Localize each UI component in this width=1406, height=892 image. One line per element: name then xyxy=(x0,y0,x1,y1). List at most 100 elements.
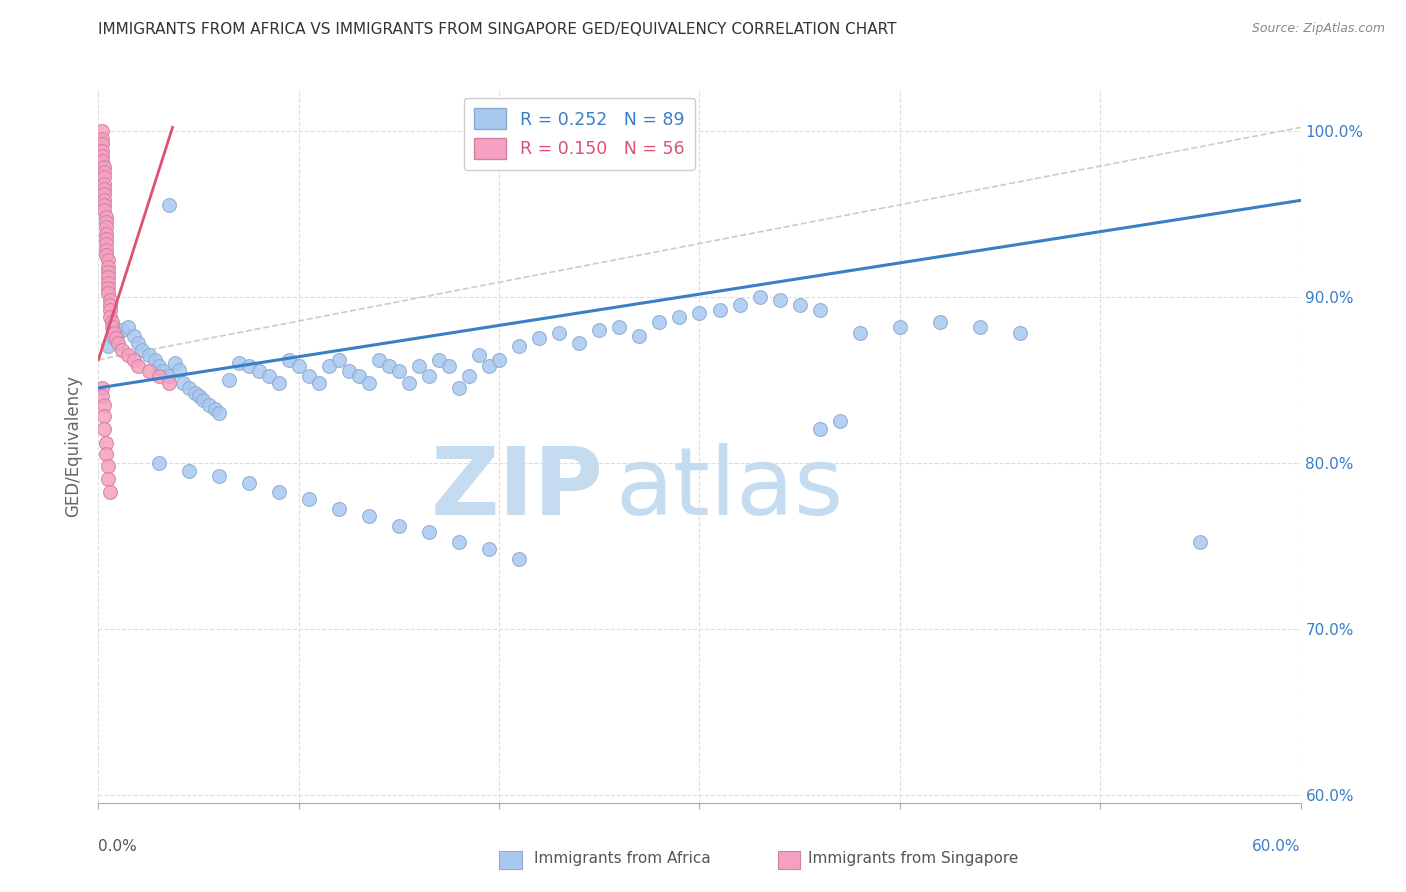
Point xyxy=(138,348,160,362)
Point xyxy=(368,352,391,367)
Point xyxy=(204,402,226,417)
Point xyxy=(93,177,115,191)
Point xyxy=(408,359,430,374)
Point xyxy=(143,352,166,367)
Point xyxy=(789,298,811,312)
Point xyxy=(93,186,115,201)
Point xyxy=(548,326,571,340)
Point xyxy=(100,302,122,317)
Point xyxy=(103,326,125,340)
Text: 60.0%: 60.0% xyxy=(1253,839,1301,855)
Y-axis label: GED/Equivalency: GED/Equivalency xyxy=(65,375,83,517)
Point xyxy=(318,359,340,374)
Point xyxy=(969,319,991,334)
Point xyxy=(709,302,731,317)
Text: atlas: atlas xyxy=(616,442,844,535)
Point xyxy=(277,352,299,367)
Point xyxy=(91,148,114,162)
Point xyxy=(101,314,124,328)
Point xyxy=(148,456,170,470)
Point xyxy=(157,369,180,384)
Point xyxy=(93,160,115,174)
Point xyxy=(668,310,690,324)
Point xyxy=(97,286,120,301)
Point xyxy=(93,422,115,436)
Point xyxy=(447,535,470,549)
Point xyxy=(238,475,260,490)
Text: Source: ZipAtlas.com: Source: ZipAtlas.com xyxy=(1251,22,1385,36)
Point xyxy=(97,265,120,279)
Point xyxy=(128,359,150,374)
Point xyxy=(91,381,114,395)
Point xyxy=(91,153,114,168)
Point xyxy=(93,194,115,208)
Point xyxy=(478,541,501,556)
Point xyxy=(96,236,118,251)
Point xyxy=(93,182,115,196)
Point xyxy=(609,319,631,334)
Point xyxy=(357,508,380,523)
Point xyxy=(728,298,751,312)
Point xyxy=(148,359,170,374)
Point xyxy=(388,364,411,378)
Point xyxy=(97,339,120,353)
Point xyxy=(96,447,118,461)
Point xyxy=(187,389,209,403)
Point xyxy=(328,502,350,516)
Point xyxy=(91,389,114,403)
Point xyxy=(267,485,290,500)
Point xyxy=(100,298,122,312)
Point xyxy=(347,369,370,384)
Point xyxy=(93,409,115,424)
Point xyxy=(398,376,420,390)
Point xyxy=(889,319,911,334)
Point xyxy=(568,336,591,351)
Point xyxy=(648,314,671,328)
Point xyxy=(478,359,501,374)
Point xyxy=(689,306,711,320)
Point xyxy=(157,198,180,212)
Point xyxy=(288,359,311,374)
Point xyxy=(238,359,260,374)
Point xyxy=(96,210,118,224)
Point xyxy=(748,290,770,304)
Point xyxy=(100,293,122,307)
Point xyxy=(97,458,120,473)
Point xyxy=(228,356,250,370)
Point xyxy=(328,352,350,367)
Point xyxy=(183,385,205,400)
Point xyxy=(167,362,190,376)
Point xyxy=(588,323,610,337)
Point xyxy=(298,369,321,384)
Point xyxy=(177,381,200,395)
Point xyxy=(447,381,470,395)
Point xyxy=(247,364,270,378)
Point xyxy=(96,435,118,450)
Point xyxy=(849,326,872,340)
Point xyxy=(157,376,180,390)
Point xyxy=(488,352,510,367)
Point xyxy=(111,323,134,337)
Point xyxy=(308,376,330,390)
Point xyxy=(93,397,115,411)
Point xyxy=(418,369,440,384)
Point xyxy=(529,331,551,345)
Point xyxy=(378,359,401,374)
Point xyxy=(101,319,124,334)
Point xyxy=(828,414,851,428)
Point xyxy=(117,348,139,362)
Text: Immigrants from Singapore: Immigrants from Singapore xyxy=(808,851,1019,865)
Point xyxy=(929,314,952,328)
Point xyxy=(218,373,240,387)
Point xyxy=(97,277,120,291)
Point xyxy=(769,293,792,307)
Point xyxy=(100,310,122,324)
Point xyxy=(128,336,150,351)
Point xyxy=(337,364,360,378)
Point xyxy=(91,136,114,151)
Point xyxy=(97,260,120,274)
Point xyxy=(418,525,440,540)
Point xyxy=(103,331,125,345)
Point xyxy=(152,364,174,378)
Point xyxy=(808,302,831,317)
